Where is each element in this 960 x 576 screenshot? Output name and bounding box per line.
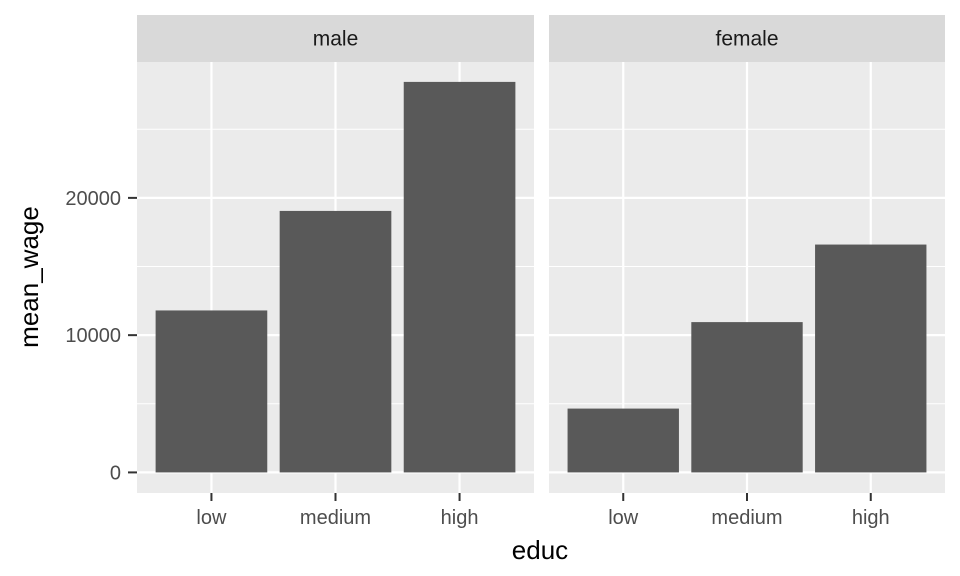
x-tick-label: high: [852, 507, 890, 529]
y-tick-label: 20000: [65, 188, 121, 210]
bar-male-medium: [279, 210, 392, 473]
facet-strip: [137, 15, 534, 62]
x-tick-label: low: [196, 507, 227, 529]
y-tick-label: 10000: [65, 325, 121, 347]
bar-female-low: [567, 408, 679, 473]
x-tick-label: high: [441, 507, 479, 529]
facet-strip: [549, 15, 945, 62]
bar-male-high: [403, 81, 516, 473]
y-axis-title: mean_wage: [14, 206, 44, 348]
facet-strip-label: female: [715, 28, 778, 51]
facet-male: male low medium high: [137, 15, 534, 529]
facet-female: female low medium high: [549, 15, 945, 529]
facet-panels: male low medium high female low medium high: [137, 15, 945, 529]
bar-female-medium: [691, 322, 803, 473]
y-tick-label: 0: [110, 462, 121, 484]
y-axis: 0 10000 20000: [65, 188, 137, 484]
x-axis-title: educ: [512, 535, 568, 565]
bar-female-high: [815, 244, 927, 473]
x-tick-label: low: [608, 507, 639, 529]
x-tick-label: medium: [711, 507, 782, 529]
bar-male-low: [155, 310, 268, 473]
facet-strip-label: male: [313, 28, 359, 51]
x-tick-label: medium: [300, 507, 371, 529]
